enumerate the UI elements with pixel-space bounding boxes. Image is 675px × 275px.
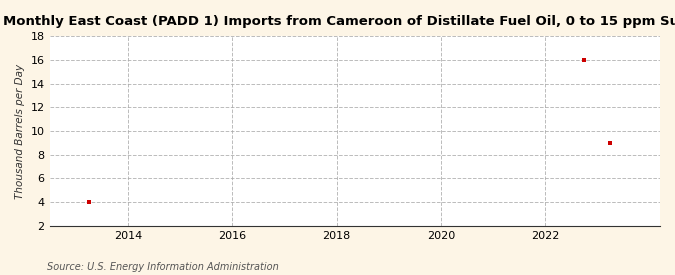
Y-axis label: Thousand Barrels per Day: Thousand Barrels per Day — [15, 64, 25, 199]
Title: Monthly East Coast (PADD 1) Imports from Cameroon of Distillate Fuel Oil, 0 to 1: Monthly East Coast (PADD 1) Imports from… — [3, 15, 675, 28]
Text: Source: U.S. Energy Information Administration: Source: U.S. Energy Information Administ… — [47, 262, 279, 272]
